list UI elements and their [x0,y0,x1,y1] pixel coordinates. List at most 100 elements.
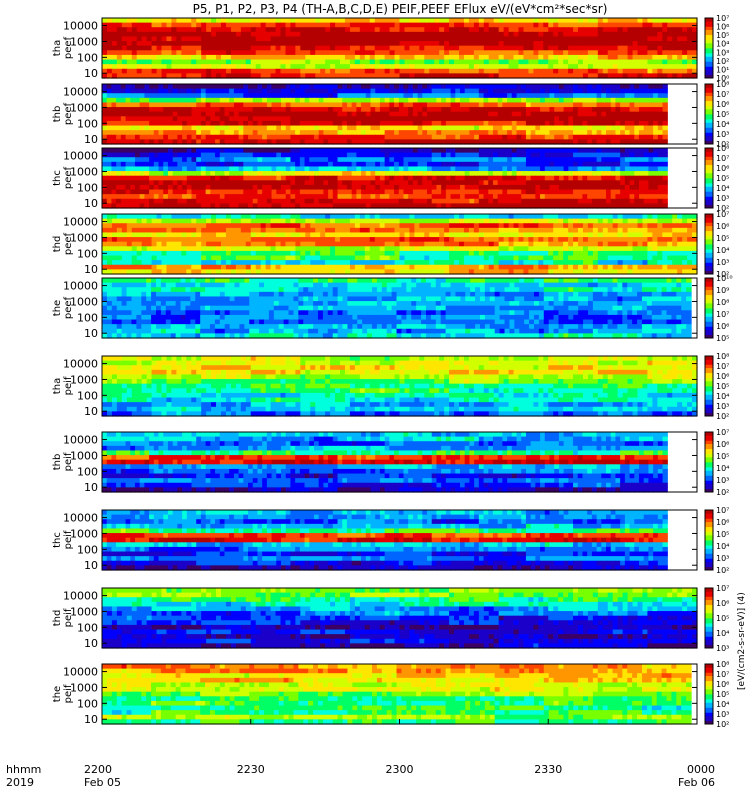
spectrogram-cell [182,84,188,90]
spectrogram-cell [521,180,527,186]
spectrogram-cell [507,194,513,200]
spectrogram-cell [384,93,390,99]
spectrogram-cell [464,198,471,204]
colorbar-segment [705,196,713,199]
spectrogram-cell [285,175,292,181]
spectrogram-cell [634,161,640,168]
spectrogram-cell [620,107,626,113]
spectrogram-cell [525,189,532,195]
spectrogram-cell [516,102,522,108]
spectrogram-cell [422,93,428,99]
spectrogram-cell [130,152,136,158]
spectrogram-cell [399,73,406,79]
spectrogram-cell [139,194,145,200]
spectrogram-cell [186,130,193,136]
spectrogram-cell [558,93,565,99]
spectrogram-cell [544,84,551,90]
spectrogram-cell [219,175,226,181]
spectrogram-cell [602,68,609,74]
spectrogram-cell [587,45,594,51]
spectrogram-cell [549,93,555,99]
spectrogram-cell [601,189,607,195]
spectrogram-cell [299,88,306,94]
spectrogram-cell [328,111,334,117]
spectrogram-cell [370,198,376,204]
spectrogram-cell [379,93,386,99]
colorbar-segment [705,181,713,184]
spectrogram-cell [384,45,391,51]
spectrogram-cell [577,134,584,140]
spectrogram-cell [568,175,574,181]
spectrogram-cell [111,36,118,42]
spectrogram-cell [384,194,390,200]
spectrogram-cell [295,111,301,117]
colorbar-segment [705,90,713,93]
spectrogram-cell [248,161,254,168]
spectrogram-cell [610,120,617,127]
spectrogram-cell [309,189,315,195]
spectrogram-cell [276,161,282,168]
spectrogram-cell [233,152,240,158]
spectrogram-cell [149,157,155,163]
spectrogram-cell [530,148,536,154]
spectrogram-cell [454,27,460,33]
spectrogram-cell [215,102,221,108]
spectrogram-cell [488,93,494,99]
spectrogram-cell [225,45,232,51]
spectrogram-cell [144,130,150,136]
spectrogram-cell [653,111,659,117]
spectrogram-cell [332,97,339,104]
spectrogram-cell [612,31,619,38]
spectrogram-cell [492,152,499,158]
spectrogram-cell [643,134,650,140]
spectrogram-cell [540,97,546,104]
spectrogram-cell [617,45,624,51]
spectrogram-cell [248,157,254,163]
spectrogram-cell [521,203,527,209]
spectrogram-cell [414,68,420,74]
spectrogram-cell [130,84,136,90]
spectrogram-cell [370,88,376,94]
spectrogram-cell [417,134,423,140]
spectrogram-cell [384,134,390,140]
spectrogram-cell [270,36,277,42]
spectrogram-cell [563,97,569,104]
spectrogram-cell [497,152,503,158]
spectrogram-cell [245,22,252,28]
spectrogram-cell [627,50,634,56]
spectrogram-cell [606,148,612,154]
spectrogram-cell [342,116,348,122]
spectrogram-cell [206,18,212,24]
spectrogram-cell [441,166,447,172]
spectrogram-cell [607,68,614,74]
spectrogram-cell [450,203,456,209]
colorbar-segment [705,68,713,71]
panel-probe: thb [52,106,63,123]
spectrogram-cell [511,203,518,209]
spectrogram-cell [558,171,565,177]
colorbar-segment [705,186,713,189]
spectrogram-cell [455,166,461,172]
spectrogram-cell [149,88,155,94]
spectrogram-cell [434,214,440,220]
spectrogram-cell [182,120,188,127]
spectrogram-cell [290,22,296,28]
spectrogram-cell [549,97,555,104]
spectrogram-cell [166,36,173,42]
spectrogram-cell [521,166,527,172]
spectrogram-cell [474,125,480,131]
spectrogram-cell [186,116,193,122]
spectrogram-cell [511,134,518,140]
spectrogram-cell [116,102,122,108]
spectrogram-cell [389,31,396,38]
spectrogram-cell [563,93,569,99]
spectrogram-cell [648,111,654,117]
spectrogram-cell [252,175,259,181]
spectrogram-cell [508,64,515,70]
spectrogram-cell [492,175,499,181]
spectrogram-cell [136,64,143,70]
spectrogram-cell [444,64,450,70]
spectrogram-cell [116,175,122,181]
colorbar-segment [705,87,713,90]
spectrogram-cell [375,148,381,154]
